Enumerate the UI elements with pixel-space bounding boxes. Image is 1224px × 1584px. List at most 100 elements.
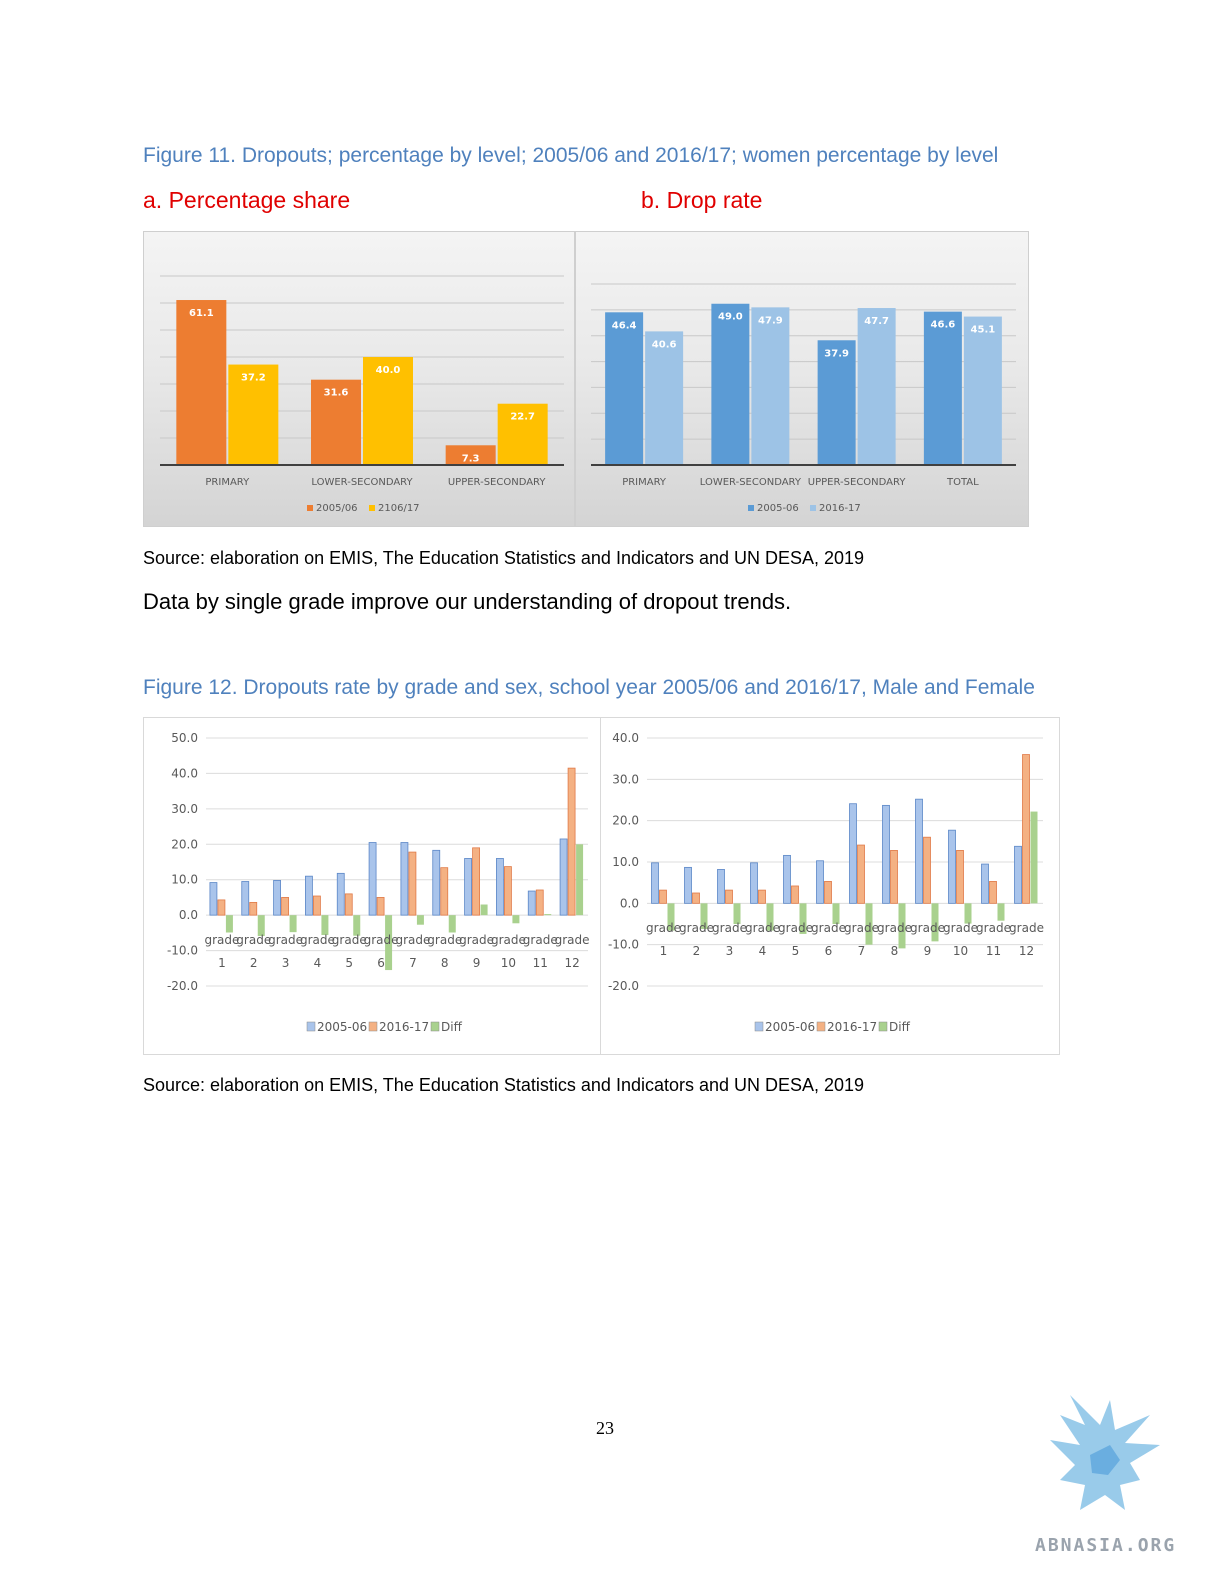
figure-12b-chart: 40.0 30.0 20.0 10.0 0.0 -10.0 -20.0 grade 1 grade…: [608, 731, 1044, 1034]
bar: [865, 903, 873, 945]
bar: [857, 308, 896, 465]
panel-a-title: a. Percentage share: [143, 187, 351, 213]
category-number: 11: [533, 956, 548, 970]
bar: [758, 889, 766, 904]
bar: [440, 867, 449, 916]
bar: [1014, 845, 1022, 904]
data-label: 40.0: [376, 365, 401, 376]
bar: [408, 851, 417, 916]
data-label: 46.6: [931, 320, 956, 331]
y-tick-label: 0.0: [620, 896, 639, 910]
y-tick-label: 10.0: [612, 855, 639, 869]
bar: [416, 915, 424, 925]
category-label: grade: [844, 921, 879, 935]
bar: [1030, 811, 1038, 904]
legend-swatch: [368, 1021, 378, 1032]
legend-swatch: [816, 1021, 826, 1032]
y-tick-label: 30.0: [171, 802, 198, 816]
bar: [948, 829, 956, 904]
category-number: 3: [726, 944, 734, 958]
y-tick-label: 20.0: [171, 837, 198, 851]
bar: [989, 881, 997, 904]
y-tick-label: 20.0: [612, 814, 639, 828]
category-label: grade: [745, 921, 780, 935]
legend-label: 2005-06: [317, 1020, 367, 1034]
bar: [956, 850, 964, 904]
category-label: grade: [646, 921, 681, 935]
bar: [725, 889, 733, 904]
body-paragraph: Data by single grade improve our underst…: [143, 589, 792, 614]
category-number: 5: [792, 944, 800, 958]
category-label: grade: [427, 933, 462, 947]
y-tick-label: 50.0: [171, 731, 198, 745]
bar: [480, 904, 488, 916]
bar: [353, 915, 361, 936]
bar: [559, 838, 568, 916]
category-label: PRIMARY: [622, 477, 667, 488]
category-number: 10: [953, 944, 968, 958]
bar: [692, 892, 700, 904]
bar: [882, 804, 890, 904]
bar: [832, 903, 840, 924]
bar: [311, 379, 361, 465]
y-tick-label: 40.0: [171, 766, 198, 780]
bar: [711, 303, 750, 465]
bar: [890, 850, 898, 904]
category-label: grade: [300, 933, 335, 947]
panel-b-title: b. Drop rate: [641, 187, 763, 213]
bar: [472, 847, 480, 916]
bar: [464, 858, 472, 916]
category-number: 9: [924, 944, 932, 958]
bar: [751, 307, 790, 465]
bar: [289, 915, 297, 933]
data-label: 49.0: [718, 312, 743, 323]
bar: [964, 903, 972, 924]
data-label: 47.7: [864, 316, 889, 327]
bar: [651, 862, 659, 904]
category-number: 2: [250, 956, 258, 970]
category-number: 8: [891, 944, 899, 958]
category-number: 5: [345, 956, 353, 970]
bar: [400, 842, 409, 916]
data-label: 37.2: [241, 373, 266, 384]
category-number: 7: [409, 956, 417, 970]
bar: [368, 842, 377, 916]
figure-12b-panel: 40.0 30.0 20.0 10.0 0.0 -10.0 -20.0 grade 1 grade…: [600, 717, 1060, 1055]
bar: [225, 915, 233, 933]
category-number: 1: [660, 944, 668, 958]
bar: [321, 915, 329, 935]
category-number: 12: [564, 956, 579, 970]
bar: [496, 858, 504, 916]
bar: [281, 897, 289, 916]
bar: [849, 803, 857, 904]
data-label: 7.3: [462, 453, 480, 464]
category-label: LOWER-SECONDARY: [700, 477, 802, 488]
bar: [766, 903, 774, 931]
figure-11b-panel: 46.4 40.6 PRIMARY 49.0 47.9 LOWER-SECONDARY 37…: [575, 231, 1029, 527]
data-label: 46.4: [612, 320, 637, 331]
category-label: grade: [811, 921, 846, 935]
bar: [376, 897, 385, 916]
category-label: grade: [491, 933, 526, 947]
logo: ABNASIA.ORG: [1030, 1385, 1210, 1565]
bar: [305, 875, 313, 916]
category-label: grade: [943, 921, 978, 935]
bar: [336, 872, 345, 916]
category-label: UPPER-SECONDARY: [448, 477, 547, 488]
bar: [824, 881, 832, 904]
y-tick-label: 30.0: [612, 772, 639, 786]
bar: [363, 357, 413, 465]
data-label: 37.9: [824, 348, 849, 359]
bar: [217, 899, 226, 916]
bar: [209, 882, 218, 916]
figure-11-source: Source: elaboration on EMIS, The Educati…: [143, 548, 865, 568]
legend-label: Diff: [441, 1020, 463, 1034]
griffin-logo-icon: [1050, 1395, 1160, 1510]
category-label: grade: [910, 921, 945, 935]
bar: [981, 863, 989, 904]
legend-swatch: [430, 1021, 440, 1032]
data-label: 40.6: [652, 339, 677, 350]
category-label: grade: [523, 933, 558, 947]
data-label: 47.9: [758, 315, 783, 326]
legend-label: 2005-06: [765, 1020, 815, 1034]
